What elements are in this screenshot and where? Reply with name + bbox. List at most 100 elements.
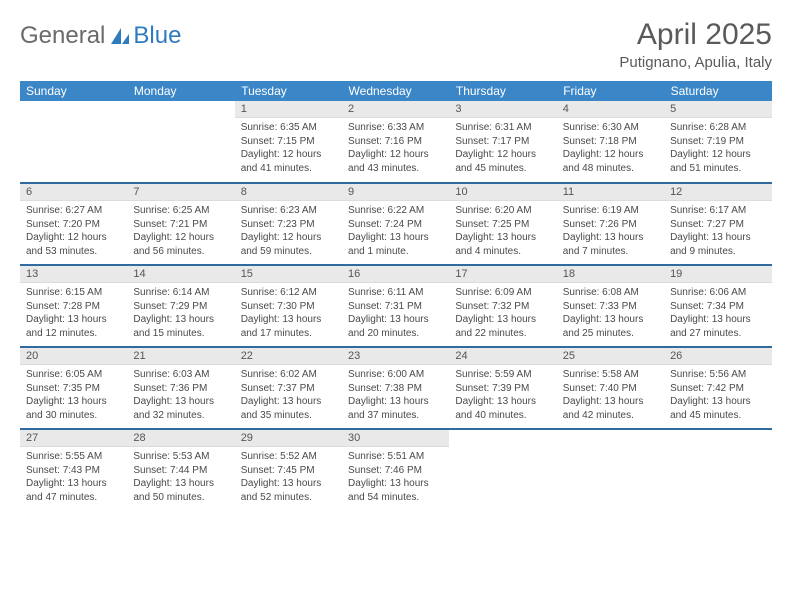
calendar-cell: 17Sunrise: 6:09 AMSunset: 7:32 PMDayligh…: [449, 265, 556, 347]
day-details: Sunrise: 5:52 AMSunset: 7:45 PMDaylight:…: [235, 447, 342, 507]
day-details: Sunrise: 6:22 AMSunset: 7:24 PMDaylight:…: [342, 201, 449, 261]
calendar-row: 13Sunrise: 6:15 AMSunset: 7:28 PMDayligh…: [20, 265, 772, 347]
weekday-header: Wednesday: [342, 81, 449, 101]
weekday-header: Monday: [127, 81, 234, 101]
calendar-body: 1Sunrise: 6:35 AMSunset: 7:15 PMDaylight…: [20, 101, 772, 511]
day-number: 21: [127, 348, 234, 365]
calendar-cell: 18Sunrise: 6:08 AMSunset: 7:33 PMDayligh…: [557, 265, 664, 347]
day-number: 1: [235, 101, 342, 118]
calendar-cell: 24Sunrise: 5:59 AMSunset: 7:39 PMDayligh…: [449, 347, 556, 429]
day-details: Sunrise: 6:09 AMSunset: 7:32 PMDaylight:…: [449, 283, 556, 343]
day-details: Sunrise: 6:33 AMSunset: 7:16 PMDaylight:…: [342, 118, 449, 178]
calendar-cell: 10Sunrise: 6:20 AMSunset: 7:25 PMDayligh…: [449, 183, 556, 265]
logo: General Blue: [20, 18, 181, 50]
day-number: 26: [664, 348, 771, 365]
day-details: Sunrise: 6:15 AMSunset: 7:28 PMDaylight:…: [20, 283, 127, 343]
day-details: Sunrise: 6:19 AMSunset: 7:26 PMDaylight:…: [557, 201, 664, 261]
day-details: Sunrise: 6:00 AMSunset: 7:38 PMDaylight:…: [342, 365, 449, 425]
calendar-cell: 25Sunrise: 5:58 AMSunset: 7:40 PMDayligh…: [557, 347, 664, 429]
day-details: Sunrise: 5:51 AMSunset: 7:46 PMDaylight:…: [342, 447, 449, 507]
weekday-header: Sunday: [20, 81, 127, 101]
day-details: Sunrise: 6:35 AMSunset: 7:15 PMDaylight:…: [235, 118, 342, 178]
day-number: 8: [235, 184, 342, 201]
calendar-cell: 8Sunrise: 6:23 AMSunset: 7:23 PMDaylight…: [235, 183, 342, 265]
calendar-cell: 15Sunrise: 6:12 AMSunset: 7:30 PMDayligh…: [235, 265, 342, 347]
day-number: 4: [557, 101, 664, 118]
calendar-cell: 20Sunrise: 6:05 AMSunset: 7:35 PMDayligh…: [20, 347, 127, 429]
day-details: Sunrise: 5:58 AMSunset: 7:40 PMDaylight:…: [557, 365, 664, 425]
calendar-cell: 19Sunrise: 6:06 AMSunset: 7:34 PMDayligh…: [664, 265, 771, 347]
day-details: Sunrise: 6:14 AMSunset: 7:29 PMDaylight:…: [127, 283, 234, 343]
calendar-row: 6Sunrise: 6:27 AMSunset: 7:20 PMDaylight…: [20, 183, 772, 265]
day-details: Sunrise: 6:23 AMSunset: 7:23 PMDaylight:…: [235, 201, 342, 261]
day-number: 3: [449, 101, 556, 118]
day-details: Sunrise: 6:12 AMSunset: 7:30 PMDaylight:…: [235, 283, 342, 343]
calendar-cell: 2Sunrise: 6:33 AMSunset: 7:16 PMDaylight…: [342, 101, 449, 183]
day-details: Sunrise: 5:53 AMSunset: 7:44 PMDaylight:…: [127, 447, 234, 507]
calendar-cell: [127, 101, 234, 183]
calendar-cell: 28Sunrise: 5:53 AMSunset: 7:44 PMDayligh…: [127, 429, 234, 511]
calendar-cell: 6Sunrise: 6:27 AMSunset: 7:20 PMDaylight…: [20, 183, 127, 265]
day-number: 29: [235, 430, 342, 447]
day-number: 15: [235, 266, 342, 283]
day-number: 22: [235, 348, 342, 365]
day-number: 28: [127, 430, 234, 447]
calendar-cell: 9Sunrise: 6:22 AMSunset: 7:24 PMDaylight…: [342, 183, 449, 265]
day-details: Sunrise: 6:27 AMSunset: 7:20 PMDaylight:…: [20, 201, 127, 261]
calendar-cell: 23Sunrise: 6:00 AMSunset: 7:38 PMDayligh…: [342, 347, 449, 429]
calendar-cell: [557, 429, 664, 511]
day-number: 19: [664, 266, 771, 283]
calendar-cell: 29Sunrise: 5:52 AMSunset: 7:45 PMDayligh…: [235, 429, 342, 511]
day-number: 5: [664, 101, 771, 118]
page-title: April 2025: [619, 18, 772, 52]
calendar-cell: 3Sunrise: 6:31 AMSunset: 7:17 PMDaylight…: [449, 101, 556, 183]
weekday-header: Tuesday: [235, 81, 342, 101]
day-number: 13: [20, 266, 127, 283]
day-details: Sunrise: 6:11 AMSunset: 7:31 PMDaylight:…: [342, 283, 449, 343]
calendar-cell: 27Sunrise: 5:55 AMSunset: 7:43 PMDayligh…: [20, 429, 127, 511]
calendar-cell: 14Sunrise: 6:14 AMSunset: 7:29 PMDayligh…: [127, 265, 234, 347]
day-number: 9: [342, 184, 449, 201]
day-number: 20: [20, 348, 127, 365]
day-number: 6: [20, 184, 127, 201]
calendar-table: SundayMondayTuesdayWednesdayThursdayFrid…: [20, 81, 772, 511]
day-details: Sunrise: 6:17 AMSunset: 7:27 PMDaylight:…: [664, 201, 771, 261]
day-number: 10: [449, 184, 556, 201]
weekday-header-row: SundayMondayTuesdayWednesdayThursdayFrid…: [20, 81, 772, 101]
calendar-row: 1Sunrise: 6:35 AMSunset: 7:15 PMDaylight…: [20, 101, 772, 183]
day-number: 30: [342, 430, 449, 447]
calendar-cell: 5Sunrise: 6:28 AMSunset: 7:19 PMDaylight…: [664, 101, 771, 183]
day-number: 25: [557, 348, 664, 365]
day-number: 2: [342, 101, 449, 118]
day-details: Sunrise: 6:06 AMSunset: 7:34 PMDaylight:…: [664, 283, 771, 343]
calendar-cell: 30Sunrise: 5:51 AMSunset: 7:46 PMDayligh…: [342, 429, 449, 511]
day-details: Sunrise: 6:05 AMSunset: 7:35 PMDaylight:…: [20, 365, 127, 425]
logo-text-blue: Blue: [133, 22, 181, 50]
header: General Blue April 2025 Putignano, Apuli…: [20, 18, 772, 71]
calendar-cell: 21Sunrise: 6:03 AMSunset: 7:36 PMDayligh…: [127, 347, 234, 429]
calendar-cell: 4Sunrise: 6:30 AMSunset: 7:18 PMDaylight…: [557, 101, 664, 183]
day-details: Sunrise: 6:02 AMSunset: 7:37 PMDaylight:…: [235, 365, 342, 425]
calendar-cell: [664, 429, 771, 511]
day-details: Sunrise: 6:20 AMSunset: 7:25 PMDaylight:…: [449, 201, 556, 261]
calendar-cell: 12Sunrise: 6:17 AMSunset: 7:27 PMDayligh…: [664, 183, 771, 265]
logo-text-general: General: [20, 22, 105, 50]
calendar-cell: 13Sunrise: 6:15 AMSunset: 7:28 PMDayligh…: [20, 265, 127, 347]
day-details: Sunrise: 5:56 AMSunset: 7:42 PMDaylight:…: [664, 365, 771, 425]
calendar-cell: 16Sunrise: 6:11 AMSunset: 7:31 PMDayligh…: [342, 265, 449, 347]
calendar-cell: 7Sunrise: 6:25 AMSunset: 7:21 PMDaylight…: [127, 183, 234, 265]
day-details: Sunrise: 6:31 AMSunset: 7:17 PMDaylight:…: [449, 118, 556, 178]
day-number: 14: [127, 266, 234, 283]
calendar-row: 20Sunrise: 6:05 AMSunset: 7:35 PMDayligh…: [20, 347, 772, 429]
day-number: 18: [557, 266, 664, 283]
day-number: 27: [20, 430, 127, 447]
day-details: Sunrise: 5:59 AMSunset: 7:39 PMDaylight:…: [449, 365, 556, 425]
logo-sail-icon: [109, 26, 131, 46]
calendar-cell: 22Sunrise: 6:02 AMSunset: 7:37 PMDayligh…: [235, 347, 342, 429]
day-number: 7: [127, 184, 234, 201]
title-block: April 2025 Putignano, Apulia, Italy: [619, 18, 772, 71]
day-details: Sunrise: 5:55 AMSunset: 7:43 PMDaylight:…: [20, 447, 127, 507]
calendar-cell: 26Sunrise: 5:56 AMSunset: 7:42 PMDayligh…: [664, 347, 771, 429]
day-number: 24: [449, 348, 556, 365]
day-number: 11: [557, 184, 664, 201]
